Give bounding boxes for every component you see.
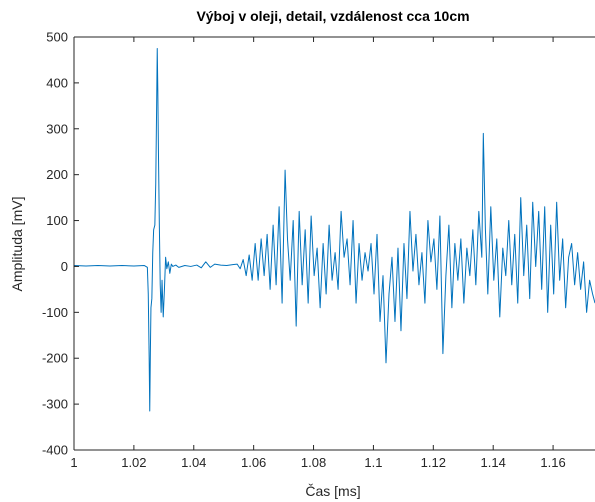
x-tick-label: 1.12 [421, 455, 446, 470]
y-tick-label: -200 [42, 351, 68, 366]
y-tick-label: 100 [46, 213, 68, 228]
y-ticks: -400 -300 -200 -100 0 100 200 300 400 500 [42, 30, 79, 458]
y-tick-label: 200 [46, 167, 68, 182]
x-tick-label: 1.16 [540, 455, 565, 470]
chart-title: Výboj v oleji, detail, vzdálenost cca 10… [196, 8, 469, 24]
x-axis-label: Čas [ms] [305, 483, 360, 499]
y-axis-label: Amplituda [mV] [9, 197, 25, 292]
x-tick-label: 1.14 [481, 455, 506, 470]
axes-layer [73, 36, 595, 451]
x-tick-label: 1.08 [301, 455, 326, 470]
y-tick-label: 0 [61, 259, 68, 274]
y-tick-label: -300 [42, 397, 68, 412]
x-tick-label: 1.06 [241, 455, 266, 470]
y-tick-label: 500 [46, 30, 68, 45]
series-line-1 [73, 47, 595, 412]
y-tick-label: -100 [42, 305, 68, 320]
x-tick-label: 1.04 [181, 455, 206, 470]
series-layer [73, 47, 595, 412]
y-tick-label: 400 [46, 75, 68, 90]
x-tick-label: 1.1 [364, 455, 382, 470]
y-tick-label: -400 [42, 443, 68, 458]
x-tick-label: 1 [70, 455, 77, 470]
plot-area [74, 37, 595, 450]
x-ticks: 1 1.02 1.04 1.06 1.08 1.1 1.12 1.14 1.16 [70, 37, 566, 470]
x-tick-label: 1.02 [121, 455, 146, 470]
y-tick-label: 300 [46, 121, 68, 136]
